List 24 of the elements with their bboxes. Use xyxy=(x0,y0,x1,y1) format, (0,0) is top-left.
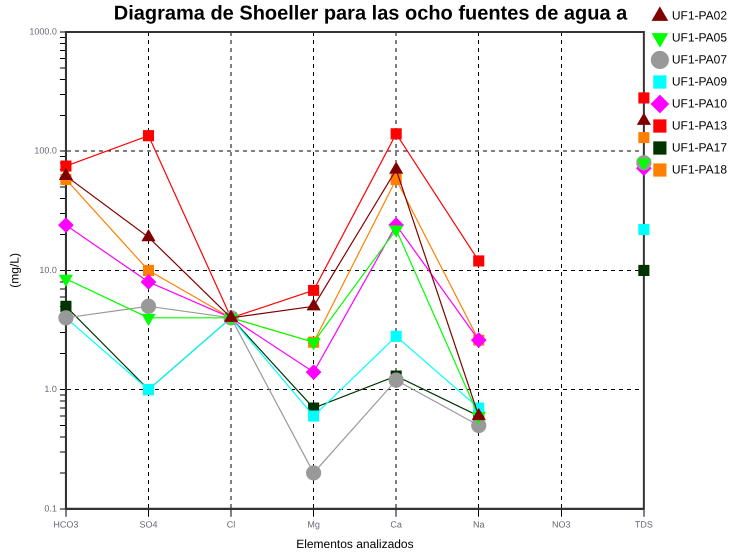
x-axis-title: Elementos analizados xyxy=(296,537,414,552)
x-tick-label: TDS xyxy=(634,520,653,530)
legend-label: UF1-PA05 xyxy=(672,30,728,44)
y-tick-label: 0.1 xyxy=(44,503,57,514)
legend-label: UF1-PA09 xyxy=(672,74,728,88)
legend-label: UF1-PA18 xyxy=(672,162,728,176)
x-tick-label: Ca xyxy=(390,520,402,530)
y-axis-title: (mg/L) xyxy=(8,253,22,288)
legend-label: UF1-PA17 xyxy=(672,140,728,154)
x-tick-label: HCO3 xyxy=(53,520,78,530)
legend-label: UF1-PA02 xyxy=(672,8,728,22)
chart-title: Diagrama de Shoeller para las ocho fuentes de agua a xyxy=(114,2,628,25)
y-tick-label: 1000.0 xyxy=(29,26,57,36)
x-tick-label: Na xyxy=(472,520,484,530)
x-tick-label: Mg xyxy=(307,520,320,530)
y-tick-label: 100.0 xyxy=(34,146,57,156)
legend-label: UF1-PA13 xyxy=(672,118,728,132)
y-tick-label: 10.0 xyxy=(39,264,57,275)
x-tick-label: NO3 xyxy=(552,520,571,530)
y-tick-label: 1.0 xyxy=(44,384,57,394)
x-tick-label: SO4 xyxy=(139,520,158,530)
x-tick-label: Cl xyxy=(226,520,236,530)
legend-label: UF1-PA10 xyxy=(672,96,728,110)
legend-label: UF1-PA07 xyxy=(672,52,728,66)
